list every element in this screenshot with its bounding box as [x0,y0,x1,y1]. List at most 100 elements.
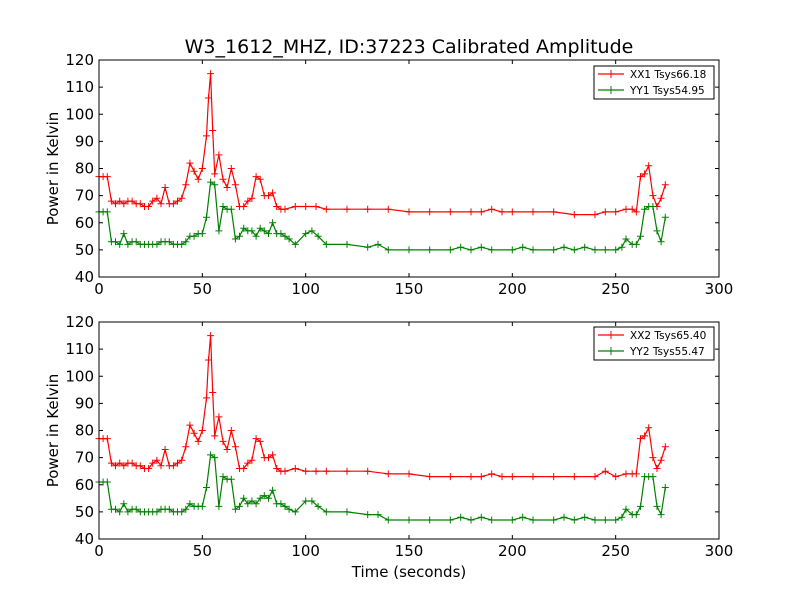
data-point-marker [488,516,496,524]
data-point-marker [182,238,190,246]
data-point-marker [112,200,119,208]
data-point-marker [570,473,578,481]
data-point-marker [132,238,140,246]
data-point-marker [302,230,310,238]
data-point-marker [405,208,413,216]
data-point-marker [477,243,485,251]
data-point-marker [302,467,310,475]
data-point-marker [653,502,661,510]
data-point-marker [308,227,316,235]
data-point-marker [467,246,475,254]
data-point-marker [203,213,210,221]
data-point-marker [645,424,653,432]
data-point-marker [116,508,124,516]
data-point-marker [227,205,235,213]
data-point-marker [265,454,272,462]
data-point-marker [132,505,140,513]
legend-marker-yy2 [607,347,615,355]
data-point-marker [211,454,219,462]
data-point-marker [618,513,626,521]
data-point-marker [488,470,496,478]
data-point-marker [194,175,202,183]
data-point-marker [384,470,392,478]
data-point-marker [426,208,434,216]
data-point-marker [128,459,136,467]
data-point-marker [649,203,657,210]
data-point-marker [550,473,558,481]
data-point-marker [198,502,206,510]
data-point-marker [153,508,161,516]
data-point-marker [312,467,320,475]
data-point-marker [426,473,434,481]
data-point-marker [312,203,320,210]
data-point-marker [291,465,299,472]
data-point-marker [120,230,128,238]
data-point-marker [343,508,351,516]
data-point-marker [153,240,161,248]
data-point-marker [186,159,194,167]
data-point-marker [488,205,496,213]
data-point-marker [364,205,372,213]
data-point-marker [446,473,454,481]
top-y-axis-label: Power in Kelvin [44,112,62,226]
data-point-marker [273,203,281,210]
data-point-marker [136,462,144,470]
data-point-marker [322,240,330,248]
data-point-marker [116,240,124,248]
data-point-marker [231,235,239,243]
data-point-marker [519,243,527,251]
data-point-marker [252,435,260,443]
data-point-marker [622,470,630,478]
data-point-marker [190,167,198,175]
y-tick-label: 100 [65,367,94,385]
data-point-marker [124,508,132,516]
data-point-marker [612,246,620,254]
x-axis-label: Time (seconds) [351,563,467,581]
data-point-marker [508,208,516,216]
y-tick-label: 60 [75,476,94,494]
data-point-marker [302,497,310,505]
data-point-marker [405,246,413,254]
data-point-marker [153,194,161,202]
data-point-marker [207,70,215,78]
data-point-marker [227,475,235,483]
data-point-marker [641,170,649,178]
data-point-marker [457,513,465,521]
data-point-marker [190,232,198,240]
data-point-marker [161,184,169,191]
data-point-marker [112,462,119,470]
data-point-marker [601,516,609,524]
data-point-marker [570,516,578,524]
data-point-marker [265,192,272,200]
bottom-y-axis-label: Power in Kelvin [44,374,62,488]
x-tick-label: 50 [193,280,212,298]
data-point-marker [322,205,330,213]
x-tick-label: 50 [193,542,212,560]
data-point-marker [223,446,231,453]
data-point-marker [308,497,316,505]
data-point-marker [570,211,578,219]
data-point-marker [498,208,506,216]
data-point-marker [244,459,252,467]
data-point-marker [203,394,210,402]
data-point-marker [661,213,669,221]
top-ticks: 0 50 100 150 200 250 300 40 50 60 70 80 90 100 110 120 [65,51,733,298]
data-point-marker [120,462,128,470]
data-point-marker [256,224,264,232]
chart-title: W3_1612_MHZ, ID:37223 Calibrated Amplitu… [185,36,634,58]
x-tick-label: 100 [291,280,320,298]
data-point-marker [240,465,248,472]
data-point-marker [186,500,194,508]
data-point-marker [128,197,136,205]
data-point-marker [256,437,264,445]
data-point-marker [657,456,665,464]
data-point-marker [601,246,609,254]
data-point-marker [153,456,161,464]
data-point-marker [215,413,223,421]
data-point-marker [205,94,212,102]
x-tick-label: 0 [94,542,104,560]
data-point-marker [285,505,293,513]
data-point-marker [467,473,475,481]
data-point-marker [364,467,372,475]
